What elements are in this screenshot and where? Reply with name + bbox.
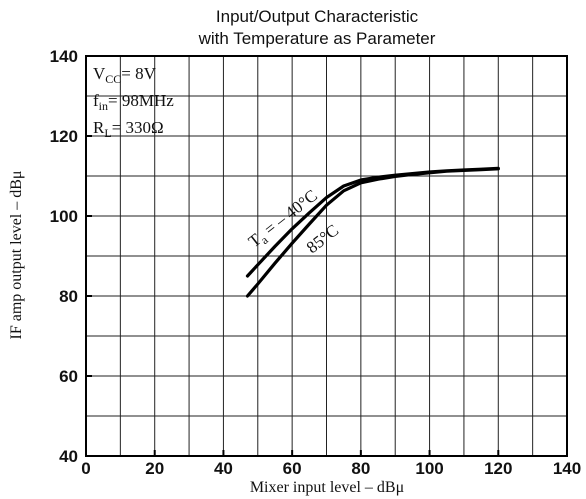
x-tick-label: 100 xyxy=(415,459,443,478)
y-tick-label: 140 xyxy=(50,47,78,66)
condition-fin: fin= 98MHz xyxy=(93,91,174,113)
condition-vcc: VCC= 8V xyxy=(93,64,157,86)
y-tick-label: 120 xyxy=(50,127,78,146)
chart-title-line-2: with Temperature as Parameter xyxy=(198,29,436,48)
x-tick-label: 60 xyxy=(283,459,302,478)
plot-border xyxy=(85,55,568,457)
grid xyxy=(86,56,567,456)
axis-ticks: 0 20 40 60 80 100 120 140 40 60 80 100 120 140 xyxy=(50,47,582,478)
x-tick-label: 120 xyxy=(484,459,512,478)
y-tick-label: 60 xyxy=(59,367,78,386)
x-tick-label: 140 xyxy=(553,459,581,478)
y-tick-label: 100 xyxy=(50,207,78,226)
x-tick-label: 40 xyxy=(214,459,233,478)
y-tick-label: 80 xyxy=(59,287,78,306)
y-tick-label: 40 xyxy=(59,447,78,466)
series-group xyxy=(245,166,500,298)
x-tick-label: 80 xyxy=(351,459,370,478)
chart-title-line-1: Input/Output Characteristic xyxy=(216,7,419,26)
series-line-85c xyxy=(245,167,500,298)
y-axis-label: IF amp output level – dBμ xyxy=(8,170,25,339)
x-tick-label: 20 xyxy=(145,459,164,478)
condition-rl: RL= 330Ω xyxy=(93,118,164,140)
plot-frame xyxy=(85,55,568,457)
x-tick-label: 0 xyxy=(81,459,90,478)
x-axis-label: Mixer input level – dBμ xyxy=(250,479,404,496)
